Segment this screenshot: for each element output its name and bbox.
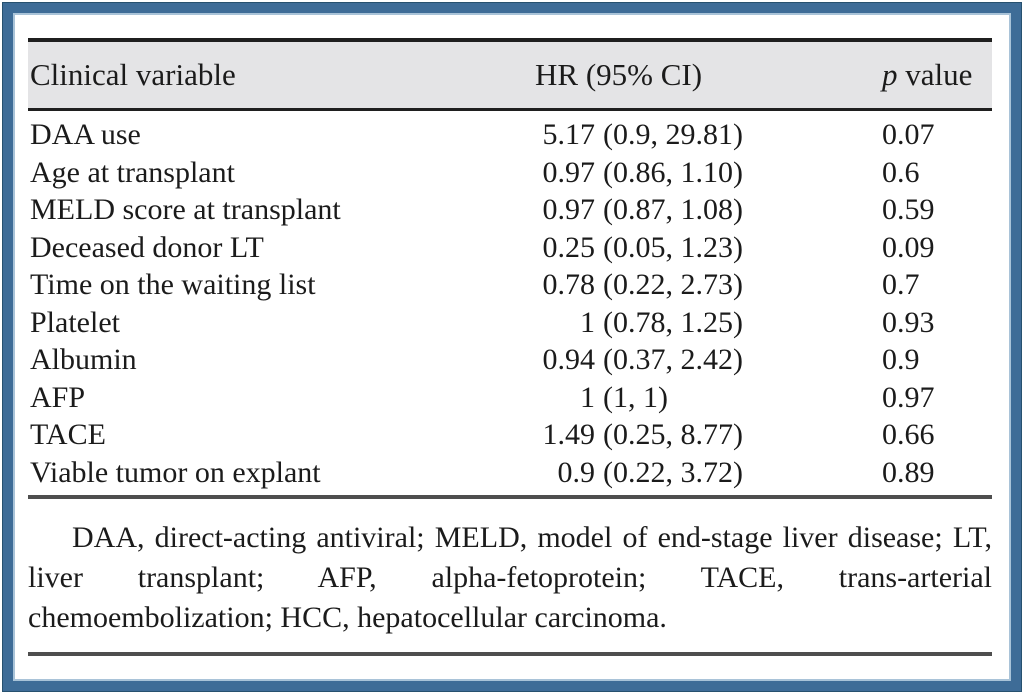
ci-value: (0.78, 1.25) — [603, 305, 743, 339]
ci-value: (0.86, 1.10) — [603, 155, 743, 189]
ci-value: (1, 1) — [603, 380, 668, 414]
hr-ci-cell: 1 (1, 1) — [505, 379, 880, 417]
hr-ci-cell: 5.17 (0.9, 29.81) — [505, 116, 880, 154]
hr-value: 0.9 — [557, 455, 596, 489]
hr-ci-cell: 0.9 (0.22, 3.72) — [505, 454, 880, 492]
hr-value: 0.25 — [542, 230, 596, 264]
ci-value: (0.05, 1.23) — [603, 230, 743, 264]
ci-value: (0.25, 8.77) — [603, 418, 743, 451]
ci-value: (0.22, 2.73) — [603, 268, 743, 301]
hr-ci-cell: 0.25 (0.05, 1.23) — [505, 229, 880, 267]
clinical-variable-cell: Deceased donor LT — [30, 230, 264, 264]
hr-value: 1 — [580, 305, 595, 339]
p-value-cell: 0.89 — [882, 455, 935, 489]
p-value-cell: 0.59 — [882, 193, 935, 226]
table-body: DAA use 5.17 (0.9, 29.81) 0.07 Age at tra… — [28, 111, 992, 495]
p-value-cell: 0.97 — [882, 380, 935, 414]
table-row: Platelet 1 (0.78, 1.25) 0.93 — [28, 304, 992, 342]
ci-value: (0.37, 2.42) — [603, 343, 743, 376]
table-row: DAA use 5.17 (0.9, 29.81) 0.07 — [28, 116, 992, 154]
top-rule — [28, 38, 992, 42]
clinical-variable-cell: Platelet — [30, 305, 120, 339]
hr-value: 0.78 — [542, 268, 596, 301]
p-value-header-rest: value — [897, 57, 973, 92]
table-container: Clinical variable HR (95% CI) p value DA… — [13, 13, 1011, 681]
p-value-cell: 0.9 — [882, 343, 920, 376]
ci-value: (0.87, 1.08) — [603, 193, 743, 226]
table-row: Time on the waiting list 0.78 (0.22, 2.73… — [28, 266, 992, 304]
bottom-rule — [28, 652, 992, 656]
p-value-cell: 0.93 — [882, 305, 935, 339]
hr-ci-cell: 1.49 (0.25, 8.77) — [505, 416, 880, 454]
abbreviations-footnote: DAA, direct-acting antiviral; MELD, mode… — [28, 521, 992, 634]
hr-ci-cell: 0.97 (0.86, 1.10) — [505, 154, 880, 192]
p-value-cell: 0.66 — [882, 418, 935, 451]
table-row: Deceased donor LT 0.25 (0.05, 1.23) 0.09 — [28, 229, 992, 267]
clinical-variable-cell: MELD score at transplant — [30, 193, 341, 226]
hr-value: 0.97 — [542, 155, 596, 189]
hr-value: 1.49 — [542, 418, 596, 451]
hr-ci-cell: 0.94 (0.37, 2.42) — [505, 341, 880, 379]
p-value-cell: 0.7 — [882, 268, 920, 301]
body-bottom-rule — [28, 495, 992, 499]
column-header-p-value: p value — [880, 57, 992, 93]
p-value-cell: 0.6 — [882, 155, 920, 189]
hr-value: 0.97 — [542, 193, 596, 226]
table-row: AFP 1 (1, 1) 0.97 — [28, 379, 992, 417]
clinical-variable-cell: DAA use — [30, 118, 141, 151]
clinical-variable-cell: Time on the waiting list — [30, 268, 316, 301]
table-row: Albumin 0.94 (0.37, 2.42) 0.9 — [28, 341, 992, 379]
hr-ci-cell: 0.97 (0.87, 1.08) — [505, 191, 880, 229]
column-header-hr-ci: HR (95% CI) — [535, 57, 703, 92]
table-row: TACE 1.49 (0.25, 8.77) 0.66 — [28, 416, 992, 454]
hr-ci-cell: 0.78 (0.22, 2.73) — [505, 266, 880, 304]
hr-value: 5.17 — [542, 118, 596, 151]
page-border-frame: Clinical variable HR (95% CI) p value DA… — [3, 3, 1021, 691]
column-header-clinical-variable: Clinical variable — [30, 57, 236, 92]
table-row: MELD score at transplant 0.97 (0.87, 1.08… — [28, 191, 992, 229]
header-bottom-rule — [28, 108, 992, 111]
clinical-variable-cell: Age at transplant — [30, 155, 235, 189]
hr-value: 1 — [580, 380, 595, 414]
table-row: Age at transplant 0.97 (0.86, 1.10) 0.6 — [28, 154, 992, 192]
hr-value: 0.94 — [542, 343, 596, 376]
clinical-variable-cell: AFP — [30, 380, 86, 414]
clinical-variable-cell: Viable tumor on explant — [30, 455, 321, 489]
p-value-cell: 0.07 — [882, 118, 935, 151]
ci-value: (0.22, 3.72) — [603, 455, 743, 489]
table-header-row: Clinical variable HR (95% CI) p value — [28, 42, 992, 108]
p-value-header-italic-p: p — [882, 57, 898, 92]
clinical-variable-cell: Albumin — [30, 343, 137, 376]
table-row: Viable tumor on explant 0.9 (0.22, 3.72) … — [28, 454, 992, 492]
clinical-variable-cell: TACE — [30, 418, 106, 451]
hr-ci-cell: 1 (0.78, 1.25) — [505, 304, 880, 342]
ci-value: (0.9, 29.81) — [603, 118, 743, 151]
p-value-cell: 0.09 — [882, 230, 935, 264]
